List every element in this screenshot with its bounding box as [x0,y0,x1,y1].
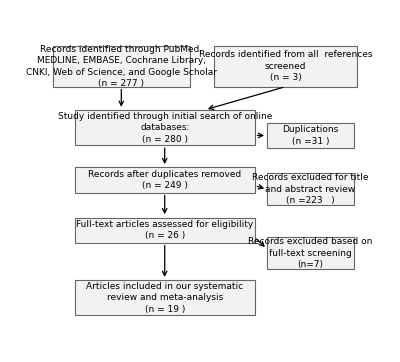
Text: Articles included in our systematic
review and meta-analysis
(n = 19 ): Articles included in our systematic revi… [86,282,243,314]
FancyBboxPatch shape [267,173,354,205]
FancyBboxPatch shape [53,46,190,87]
Text: Records excluded based on
full-text screening
(n=7): Records excluded based on full-text scre… [248,237,372,269]
FancyBboxPatch shape [75,168,254,193]
Text: Records identified through PubMed,
MEDLINE, EMBASE, Cochrane Library,
CNKI, Web : Records identified through PubMed, MEDLI… [26,45,217,88]
Text: Full-text articles assessed for eligibility
(n = 26 ): Full-text articles assessed for eligibil… [76,220,253,240]
FancyBboxPatch shape [75,218,254,243]
Text: Study identified through initial search of online
databases:
(n = 280 ): Study identified through initial search … [58,112,272,144]
FancyBboxPatch shape [267,123,354,148]
Text: Duplications
(n =31 ): Duplications (n =31 ) [282,125,338,146]
Text: Records after duplicates removed
(n = 249 ): Records after duplicates removed (n = 24… [88,170,241,190]
Text: Records identified from all  references
screened
(n = 3): Records identified from all references s… [199,50,372,83]
FancyBboxPatch shape [214,46,357,87]
Text: Records excluded for title
and abstract review
(n =223   ): Records excluded for title and abstract … [252,173,369,205]
FancyBboxPatch shape [267,237,354,269]
FancyBboxPatch shape [75,110,254,145]
FancyBboxPatch shape [75,280,254,315]
